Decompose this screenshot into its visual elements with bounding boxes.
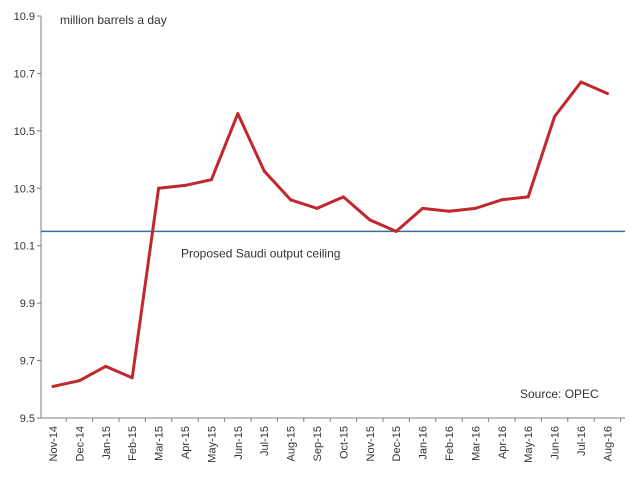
- data-point: [447, 209, 451, 213]
- x-tick-label: Nov-15: [365, 426, 377, 461]
- data-point: [605, 92, 609, 96]
- data-point: [289, 198, 293, 202]
- data-point: [77, 379, 81, 383]
- data-point: [104, 364, 108, 368]
- x-tick-label: Dec-14: [74, 426, 86, 461]
- x-tick-label: Mar-16: [470, 426, 482, 461]
- data-point: [526, 195, 530, 199]
- reference-line-label: Proposed Saudi output ceiling: [181, 246, 340, 260]
- series-line: [51, 80, 609, 388]
- data-point: [157, 186, 161, 190]
- x-tick-label: May-16: [523, 426, 535, 463]
- x-tick-label: Oct-15: [338, 426, 350, 459]
- x-tick-label: Aug-15: [286, 426, 298, 461]
- y-tick-label: 10.1: [14, 241, 35, 253]
- data-point: [209, 178, 213, 182]
- x-tick-label: Aug-16: [602, 426, 614, 461]
- data-point: [341, 195, 345, 199]
- x-tick-label: Feb-16: [444, 426, 456, 461]
- data-point: [315, 206, 319, 210]
- x-tick-label: Feb-15: [127, 426, 139, 461]
- data-point: [394, 229, 398, 233]
- data-point: [236, 112, 240, 116]
- x-tick-label: May-15: [206, 426, 218, 463]
- x-tick-label: Sep-15: [312, 426, 324, 461]
- unit-label: million barrels a day: [60, 13, 167, 27]
- x-tick-label: Apr-16: [497, 426, 509, 459]
- data-point: [183, 183, 187, 187]
- x-tick-label: Apr-15: [180, 426, 192, 459]
- source-note: Source: OPEC: [520, 387, 599, 401]
- y-tick-label: 10.9: [14, 11, 35, 23]
- y-tick-label: 9.5: [20, 413, 35, 425]
- y-tick-labels: 9.5 9.7 9.9 10.1 10.3 10.5 10.7 10.9: [14, 11, 41, 425]
- x-tick-label: Nov-14: [48, 426, 60, 461]
- data-point: [421, 206, 425, 210]
- data-point: [473, 206, 477, 210]
- y-tick-label: 10.5: [14, 126, 35, 138]
- y-tick-label: 9.7: [20, 356, 35, 368]
- data-point: [51, 384, 55, 388]
- reference-line-group: Proposed Saudi output ceiling: [41, 230, 625, 260]
- y-tick-label: 9.9: [20, 298, 35, 310]
- data-point: [579, 80, 583, 84]
- data-point: [262, 169, 266, 173]
- x-tick-labels: Nov-14 Dec-14 Jan-15 Feb-15 Mar-15 Apr-15 May-…: [48, 418, 622, 463]
- x-tick-label: Jan-15: [101, 426, 113, 460]
- y-tick-label: 10.7: [14, 68, 35, 80]
- x-tick-label: Jan-16: [418, 426, 430, 460]
- x-tick-label: Jun-15: [233, 426, 245, 460]
- x-tick-label: Dec-15: [391, 426, 403, 461]
- series-group: [51, 80, 609, 388]
- data-point: [553, 115, 557, 118]
- data-point: [500, 198, 504, 202]
- x-tick-label: Jul-16: [576, 426, 588, 456]
- y-tick-label: 10.3: [14, 183, 35, 195]
- data-point: [368, 218, 372, 222]
- x-tick-label: Jun-16: [550, 426, 562, 460]
- data-point: [130, 376, 134, 380]
- x-tick-label: Jul-15: [259, 426, 271, 456]
- axes: [40, 16, 625, 419]
- x-tick-label: Mar-15: [154, 426, 166, 461]
